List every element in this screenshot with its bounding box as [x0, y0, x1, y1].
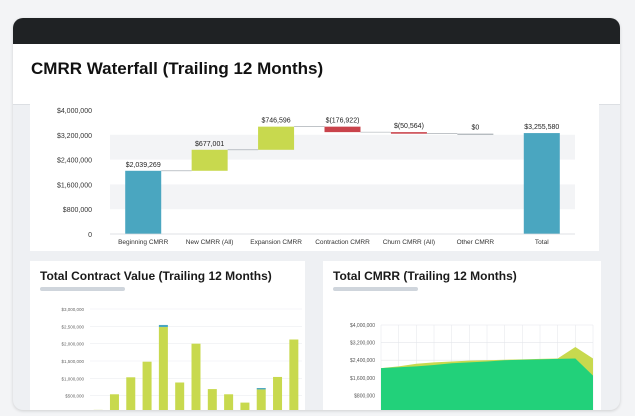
- tcv-subtitle-placeholder: [40, 287, 125, 291]
- x-category-label: Total: [535, 239, 549, 246]
- data-label: $0: [471, 125, 479, 132]
- waterfall-bar: [390, 132, 427, 134]
- y-tick-label: $3,200,000: [57, 133, 92, 140]
- y-tick-label: $2,500,000: [61, 324, 84, 329]
- waterfall-bar: [457, 133, 494, 135]
- waterfall-panel: $4,000,000 $3,200,000 $2,400,000 $1,600,000…: [30, 96, 599, 251]
- tcv-bar: [224, 394, 234, 410]
- tcv-bar: [158, 327, 168, 410]
- waterfall-bar: [523, 133, 560, 234]
- tcv-bar: [207, 389, 217, 410]
- waterfall-bar: [125, 170, 162, 234]
- tcv-bar: [289, 339, 299, 410]
- tcv-bar: [126, 377, 136, 410]
- waterfall-bar: [191, 149, 228, 171]
- waterfall-bar: [324, 126, 361, 133]
- waterfall-chart: $4,000,000 $3,200,000 $2,400,000 $1,600,000…: [57, 108, 575, 246]
- tcv-panel: Total Contract Value (Trailing 12 Months…: [30, 261, 305, 410]
- tcv-bar: [175, 382, 185, 410]
- y-tick-label: $2,000,000: [61, 342, 84, 347]
- y-tick-label: $800,000: [63, 207, 92, 214]
- data-label: $2,039,269: [126, 162, 161, 169]
- x-category-label: Beginning CMRR: [118, 239, 169, 246]
- y-tick-label: $500,000: [65, 394, 84, 399]
- x-category-label: New CMRR (All): [186, 239, 234, 246]
- grid-band: [110, 134, 575, 160]
- y-tick-label: $3,000,000: [61, 307, 84, 312]
- y-tick-label: $2,400,000: [350, 358, 375, 364]
- page-title: CMRR Waterfall (Trailing 12 Months): [31, 59, 324, 78]
- data-label: $746,596: [261, 118, 290, 125]
- tcv-bar: [109, 394, 119, 410]
- y-tick-label: $1,600,000: [57, 182, 92, 189]
- x-category-label: Contraction CMRR: [315, 239, 370, 246]
- tcv-bar: [273, 376, 283, 410]
- tcv-chart: $3,000,000 $2,500,000 $2,000,000 $1,500,000…: [61, 307, 302, 410]
- y-tick-label: $4,000,000: [57, 108, 92, 115]
- y-tick-label: $3,200,000: [350, 341, 375, 347]
- tcv-bar-accent: [256, 388, 266, 390]
- window-top-bar: [13, 18, 620, 44]
- y-tick-label: $1,600,000: [350, 376, 375, 382]
- y-tick-label: $1,000,000: [61, 376, 84, 381]
- data-label: $677,001: [195, 141, 224, 148]
- dashboard-card: CMRR Waterfall (Trailing 12 Months) $4,0…: [13, 18, 620, 410]
- y-tick-label: $1,500,000: [61, 359, 84, 364]
- tcv-bar: [142, 361, 152, 410]
- grid-band: [110, 184, 575, 210]
- y-tick-label: 0: [88, 232, 92, 239]
- data-label: $3,255,580: [524, 124, 559, 131]
- y-tick-label: $4,000,000: [350, 323, 375, 329]
- cmrr-chart: $4,000,000 $3,200,000 $2,400,000 $1,600,000…: [350, 323, 594, 410]
- x-category-label: Churn CMRR (All): [383, 239, 435, 246]
- tcv-title: Total Contract Value (Trailing 12 Months…: [40, 269, 272, 283]
- cmrr-area-lower: [381, 358, 593, 410]
- cmrr-panel: Total CMRR (Trailing 12 Months) $4,000,0…: [323, 261, 601, 410]
- tcv-bar-accent: [158, 324, 168, 328]
- cmrr-title: Total CMRR (Trailing 12 Months): [333, 269, 517, 283]
- y-tick-label: $800,000: [354, 393, 375, 399]
- data-label: $(50,564): [394, 123, 424, 130]
- data-label: $(176,922): [326, 118, 360, 125]
- x-category-label: Expansion CMRR: [250, 239, 302, 246]
- tcv-bar: [256, 389, 266, 410]
- cmrr-subtitle-placeholder: [333, 287, 418, 291]
- x-category-label: Other CMRR: [457, 239, 495, 246]
- tcv-bar: [240, 402, 250, 410]
- page-header: CMRR Waterfall (Trailing 12 Months): [13, 44, 620, 105]
- y-tick-label: $2,400,000: [57, 158, 92, 165]
- tcv-bar: [191, 343, 201, 410]
- waterfall-bar: [258, 126, 295, 150]
